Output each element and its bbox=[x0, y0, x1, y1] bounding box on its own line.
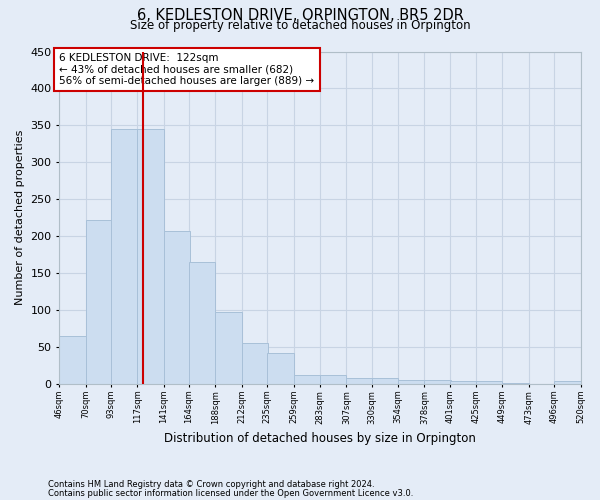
Bar bbox=[215, 312, 242, 384]
Bar bbox=[59, 336, 86, 384]
Bar bbox=[554, 381, 581, 384]
Bar bbox=[111, 129, 137, 384]
Bar bbox=[137, 129, 164, 384]
Text: 6, KEDLESTON DRIVE, ORPINGTON, BR5 2DR: 6, KEDLESTON DRIVE, ORPINGTON, BR5 2DR bbox=[137, 8, 463, 22]
Bar bbox=[476, 381, 502, 384]
Text: Size of property relative to detached houses in Orpington: Size of property relative to detached ho… bbox=[130, 19, 470, 32]
Text: Contains HM Land Registry data © Crown copyright and database right 2024.: Contains HM Land Registry data © Crown c… bbox=[48, 480, 374, 489]
X-axis label: Distribution of detached houses by size in Orpington: Distribution of detached houses by size … bbox=[164, 432, 476, 445]
Bar bbox=[164, 231, 190, 384]
Bar bbox=[371, 378, 398, 384]
Bar bbox=[398, 380, 424, 384]
Bar bbox=[86, 220, 112, 384]
Bar bbox=[242, 342, 268, 384]
Bar bbox=[346, 378, 373, 384]
Y-axis label: Number of detached properties: Number of detached properties bbox=[15, 130, 25, 306]
Bar bbox=[449, 381, 476, 384]
Text: 6 KEDLESTON DRIVE:  122sqm
← 43% of detached houses are smaller (682)
56% of sem: 6 KEDLESTON DRIVE: 122sqm ← 43% of detac… bbox=[59, 53, 314, 86]
Bar bbox=[293, 374, 320, 384]
Bar bbox=[320, 375, 346, 384]
Bar bbox=[189, 262, 215, 384]
Bar bbox=[267, 353, 293, 384]
Bar bbox=[424, 380, 451, 384]
Text: Contains public sector information licensed under the Open Government Licence v3: Contains public sector information licen… bbox=[48, 488, 413, 498]
